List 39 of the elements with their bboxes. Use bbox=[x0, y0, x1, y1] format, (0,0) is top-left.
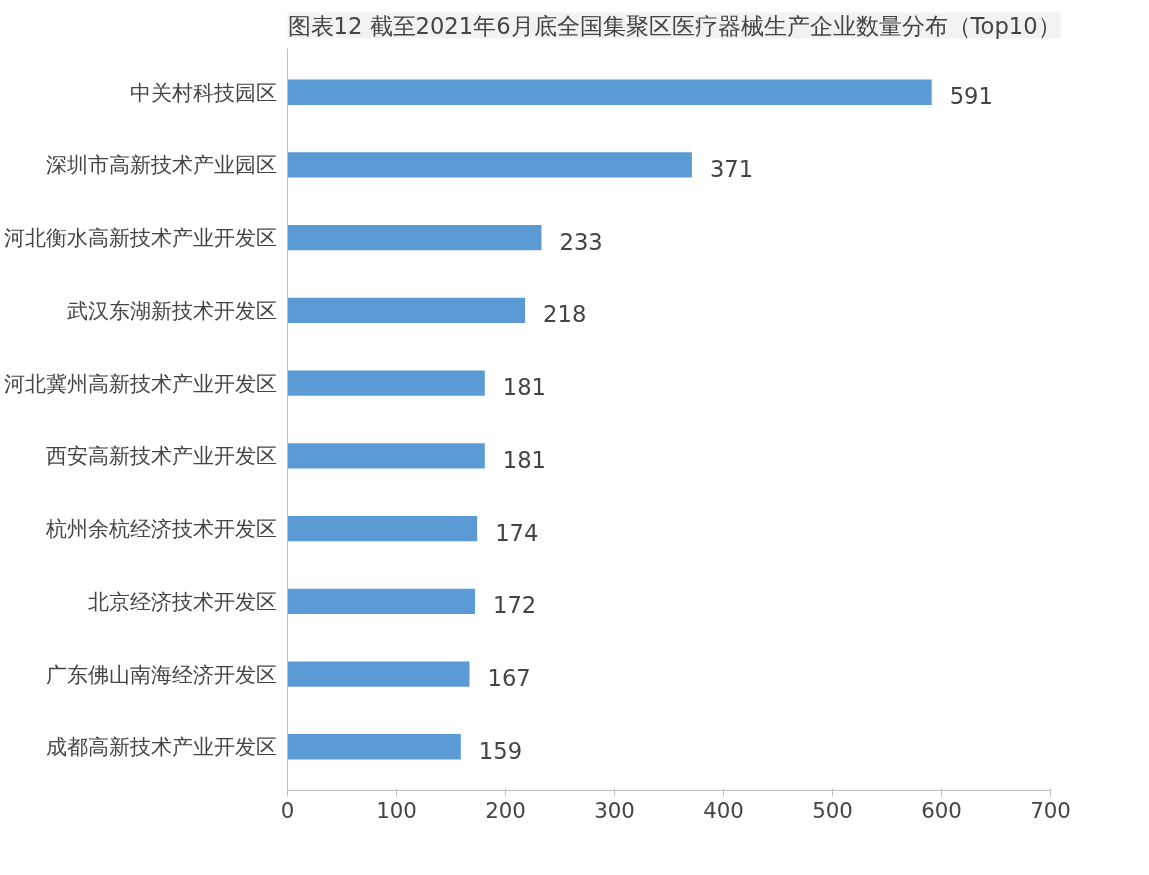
data-label: 218 bbox=[543, 301, 587, 328]
x-tick-label: 700 bbox=[1030, 797, 1071, 823]
data-label: 233 bbox=[559, 228, 603, 255]
bar bbox=[287, 152, 692, 178]
data-label: 181 bbox=[502, 374, 547, 401]
data-label: 371 bbox=[709, 155, 754, 182]
y-tick-label: 成都高新技术产业开发区 bbox=[45, 734, 277, 760]
y-tick-label: 河北衡水高新技术产业开发区 bbox=[3, 225, 277, 251]
bar bbox=[287, 370, 485, 396]
bar bbox=[287, 588, 475, 615]
data-label: 172 bbox=[492, 592, 537, 619]
y-tick-label: 武汉东湖新技术开发区 bbox=[66, 297, 277, 323]
y-tick-label: 广东佛山南海经济开发区 bbox=[45, 661, 277, 687]
y-tick-label: 西安高新技术产业开发区 bbox=[45, 443, 277, 469]
y-tick-label: 北京经济技术开发区 bbox=[87, 588, 277, 614]
bar bbox=[287, 79, 932, 105]
chart-title: 图表12 截至2021年6月底全国集聚区医疗器械生产企业数量分布（Top10） bbox=[287, 12, 1061, 39]
x-tick-label: 200 bbox=[485, 797, 526, 823]
x-tick-label: 600 bbox=[921, 797, 962, 823]
data-label: 591 bbox=[949, 83, 993, 110]
data-label: 159 bbox=[478, 737, 523, 764]
data-label: 167 bbox=[487, 665, 531, 692]
y-tick-label: 深圳市高新技术产业园区 bbox=[45, 152, 277, 178]
x-tick-label: 400 bbox=[703, 797, 744, 823]
data-label: 174 bbox=[495, 519, 539, 546]
bar bbox=[287, 297, 526, 324]
data-label: 181 bbox=[502, 446, 547, 473]
x-tick-label: 0 bbox=[280, 797, 295, 823]
bar bbox=[287, 224, 542, 251]
bar bbox=[287, 515, 478, 542]
x-tick-label: 300 bbox=[594, 797, 635, 823]
bar bbox=[287, 661, 470, 687]
x-tick-label: 500 bbox=[812, 797, 853, 823]
x-tick-label: 100 bbox=[376, 797, 417, 823]
bar bbox=[287, 734, 461, 760]
y-tick-label: 杭州余杭经济技术开发区 bbox=[44, 516, 277, 542]
y-tick-label: 河北冀州高新技术产业开发区 bbox=[3, 370, 277, 396]
y-tick-label: 中关村科技园区 bbox=[129, 79, 277, 105]
bar bbox=[287, 443, 485, 469]
